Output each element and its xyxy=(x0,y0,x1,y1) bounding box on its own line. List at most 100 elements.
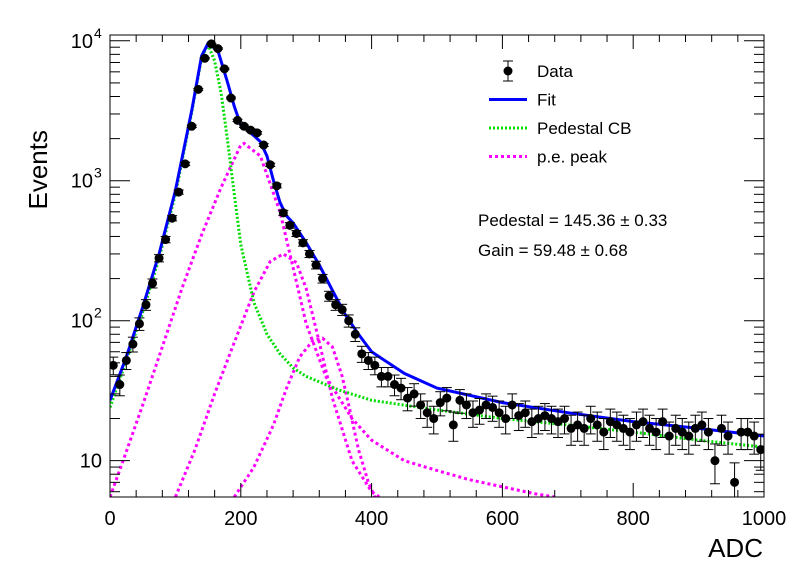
data-point xyxy=(167,213,178,223)
data-point xyxy=(127,336,138,353)
y-tick-label-exponent: 2 xyxy=(94,305,102,321)
data-point xyxy=(311,260,322,270)
y-tick-label-exponent: 4 xyxy=(94,25,102,41)
y-tick-label: 10 xyxy=(80,451,102,473)
data-point xyxy=(422,400,433,428)
data-point xyxy=(415,393,426,420)
data-point xyxy=(154,253,165,263)
data-point xyxy=(624,418,635,451)
data-point xyxy=(396,377,407,401)
data-point xyxy=(487,395,498,422)
x-tick-label: 600 xyxy=(486,508,519,530)
data-point xyxy=(317,273,328,284)
data-point xyxy=(572,411,583,442)
data-point xyxy=(199,53,210,63)
data-point xyxy=(147,278,158,289)
data-point xyxy=(638,408,649,438)
data-point xyxy=(278,208,289,218)
data-point xyxy=(232,115,243,125)
data-point xyxy=(376,366,387,388)
legend: Data Fit Pedestal CB p.e. peak xyxy=(489,60,632,167)
data-point xyxy=(258,140,269,150)
data-point xyxy=(271,181,282,191)
data-point xyxy=(297,238,308,248)
data-point xyxy=(585,405,596,435)
data-point xyxy=(212,44,223,54)
data-point xyxy=(193,84,204,94)
legend-item-fit: Fit xyxy=(489,91,556,110)
x-tick-label: 800 xyxy=(617,508,650,530)
data-point xyxy=(709,443,720,485)
data-point xyxy=(441,387,452,412)
data-point xyxy=(742,418,753,451)
data-point xyxy=(474,398,485,425)
data-point xyxy=(337,303,348,316)
pe-peak-curve-3 xyxy=(233,336,377,497)
data-point xyxy=(225,93,236,103)
data-point xyxy=(533,405,544,435)
data-point xyxy=(703,418,714,451)
data-point xyxy=(618,414,629,446)
data-point xyxy=(304,249,315,259)
y-tick-label: 10 xyxy=(71,31,93,53)
data-point xyxy=(566,414,577,446)
legend-label: Pedestal CB xyxy=(537,119,632,138)
data-point xyxy=(324,290,335,302)
data-point xyxy=(284,220,295,230)
x-tick-label: 200 xyxy=(224,508,257,530)
legend-label: p.e. peak xyxy=(537,148,607,167)
pe-peak-curve-1 xyxy=(110,141,555,497)
data-point xyxy=(180,159,191,169)
data-point xyxy=(696,411,707,442)
x-tick-label: 1000 xyxy=(742,508,787,530)
y-axis-title: Events xyxy=(23,130,53,210)
data-point xyxy=(716,414,727,446)
data-point xyxy=(134,317,145,331)
legend-label: Fit xyxy=(537,91,556,110)
data-point xyxy=(670,414,681,446)
data-point xyxy=(448,411,459,442)
data-point xyxy=(494,400,505,428)
data-point xyxy=(363,352,374,371)
data-point xyxy=(461,393,472,420)
data-point xyxy=(552,408,563,438)
data-point xyxy=(265,160,276,170)
data-point xyxy=(755,433,764,471)
data-point xyxy=(723,421,734,455)
legend-item-pedestal-cb: Pedestal CB xyxy=(489,119,632,138)
data-point xyxy=(579,414,590,446)
data-point xyxy=(402,387,413,412)
legend-item-pe-peak: p.e. peak xyxy=(489,148,607,167)
data-point xyxy=(291,228,302,238)
x-tick-label: 400 xyxy=(355,508,388,530)
data-point xyxy=(520,400,531,428)
data-point xyxy=(664,421,675,455)
plot-area xyxy=(110,39,764,497)
data-point xyxy=(186,121,197,131)
y-tick-label: 10 xyxy=(71,171,93,193)
data-point xyxy=(114,374,125,397)
data-point xyxy=(559,405,570,435)
data-point xyxy=(173,187,184,197)
data-point xyxy=(140,299,151,311)
data-point xyxy=(252,128,263,138)
y-tick-label: 10 xyxy=(71,311,93,333)
annotation-gain: Gain = 59.48 ± 0.68 xyxy=(478,241,628,260)
data-point xyxy=(507,393,518,420)
data-point xyxy=(651,418,662,451)
y-tick-label-exponent: 3 xyxy=(94,165,102,181)
data-point xyxy=(160,235,171,245)
data-point xyxy=(683,421,694,455)
data-point xyxy=(729,462,740,497)
data-point xyxy=(121,352,132,371)
legend-label: Data xyxy=(537,62,573,81)
x-tick-label: 0 xyxy=(104,508,115,530)
fit-curve xyxy=(110,41,764,438)
annotation-pedestal: Pedestal = 145.36 ± 0.33 xyxy=(478,211,667,230)
data-point xyxy=(219,64,230,74)
data-point xyxy=(644,414,655,446)
data-point xyxy=(631,411,642,442)
plot-frame xyxy=(109,34,765,498)
data-point xyxy=(592,411,603,442)
